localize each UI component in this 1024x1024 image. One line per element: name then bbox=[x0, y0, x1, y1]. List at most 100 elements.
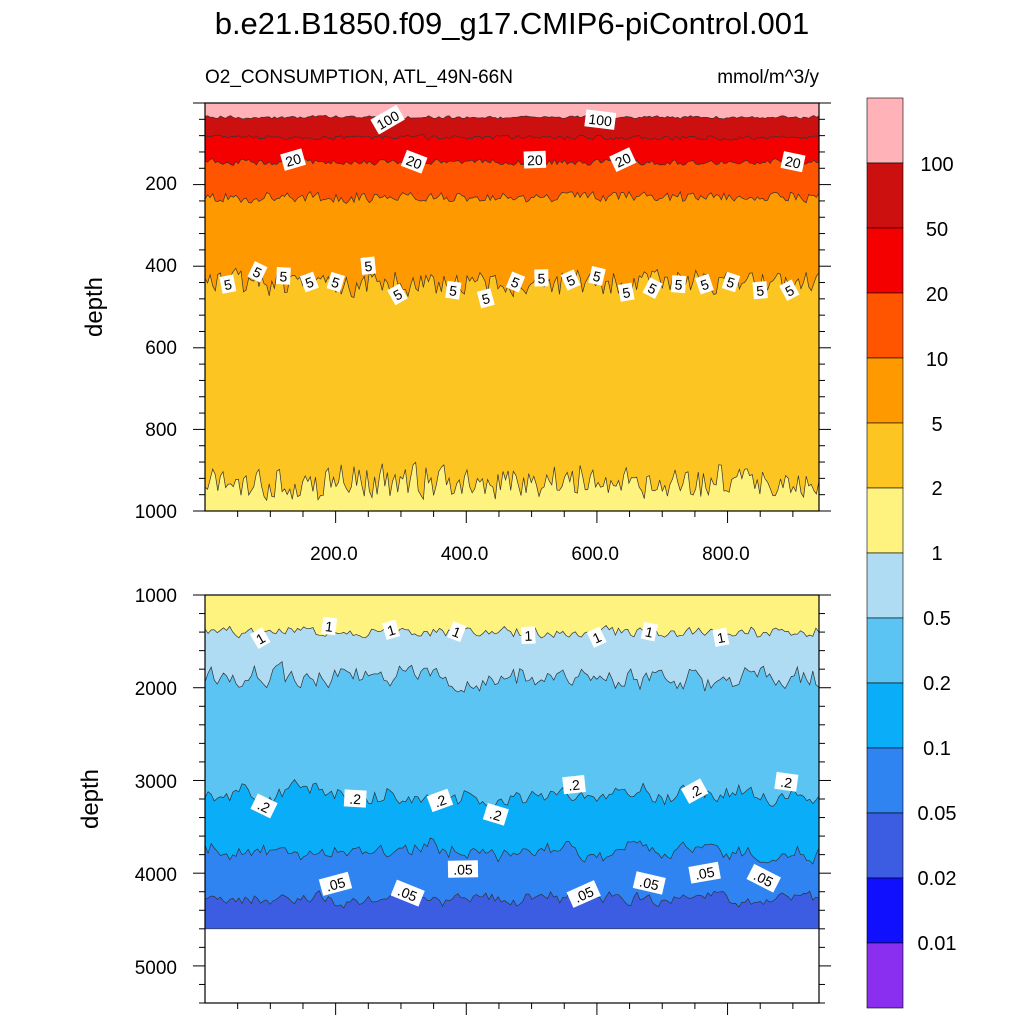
colorbar-swatches bbox=[866, 97, 904, 1009]
contour-line-0.5 bbox=[205, 660, 819, 693]
contour-label: 20 bbox=[780, 151, 806, 173]
contour-label-box bbox=[482, 802, 509, 826]
upper-y-axis-label: depth bbox=[81, 277, 108, 337]
contour-label-text: .05 bbox=[751, 867, 776, 890]
contour-label-box bbox=[387, 283, 408, 306]
ocean-floor-mask bbox=[205, 928, 819, 1003]
colorbar-swatch bbox=[866, 552, 904, 619]
contour-label: 5 bbox=[752, 281, 768, 300]
units-label: mmol/m^3/y bbox=[717, 67, 819, 88]
upper-x-tick-labels: 200.0 400.0 600.0 800.0 bbox=[310, 544, 750, 565]
lower-panel: 1 1 1 1 1 1 1 1 .2 .2 .2 .2 .2 .2 .2 .05 .05 .05 .05 .05 .05… bbox=[77, 586, 831, 1015]
contour-label-text: 5 bbox=[621, 284, 632, 301]
colorbar-swatch bbox=[866, 357, 904, 424]
colorbar-label: 0.01 bbox=[918, 933, 957, 955]
colorbar-label: 0.05 bbox=[918, 803, 957, 825]
colorbar: 100 50 20 10 5 2 1 0.5 0.2 0.1 0.05 0.02… bbox=[866, 97, 957, 1009]
contour-label-text: 20 bbox=[784, 153, 803, 172]
contour-label: 100 bbox=[584, 109, 617, 130]
contour-label-box bbox=[712, 627, 730, 647]
contour-label-box bbox=[586, 626, 607, 648]
contour-label-box bbox=[560, 269, 581, 291]
contour-label: .2 bbox=[343, 789, 367, 808]
contour-label-text: 1 bbox=[716, 629, 727, 646]
contour-label-box bbox=[680, 778, 709, 804]
colorbar-swatch bbox=[866, 487, 904, 554]
contour-label: .05 bbox=[447, 860, 479, 878]
contour-label-box bbox=[343, 789, 367, 808]
colorbar-swatch bbox=[866, 812, 904, 879]
contour-label: 5 bbox=[642, 277, 663, 299]
x-tick-label: 400.0 bbox=[441, 544, 489, 565]
colorbar-label: 0.2 bbox=[923, 673, 951, 695]
contour-label-box bbox=[321, 616, 338, 636]
contour-label: 5 bbox=[779, 279, 800, 302]
contour-label: 1 bbox=[586, 626, 607, 648]
contour-label-box bbox=[562, 774, 586, 795]
contour-label: 5 bbox=[219, 274, 237, 294]
colorbar-swatch bbox=[866, 227, 904, 294]
colorbar-label: 20 bbox=[926, 284, 948, 306]
contour-label-text: .2 bbox=[349, 791, 362, 808]
contour-label-text: .2 bbox=[488, 805, 504, 824]
y-tick-label: 1000 bbox=[135, 502, 177, 523]
contour-label-box bbox=[520, 626, 536, 645]
contour-label-box bbox=[609, 147, 637, 172]
contour-label-box bbox=[299, 271, 319, 293]
contour-label-text: .05 bbox=[638, 873, 661, 893]
contour-label-box bbox=[326, 271, 345, 293]
contour-label: 1 bbox=[520, 626, 536, 645]
y-tick-label: 3000 bbox=[135, 772, 177, 793]
colorbar-swatch bbox=[866, 97, 904, 164]
contour-line-0.1 bbox=[205, 837, 819, 865]
variable-label: O2_CONSUMPTION, ATL_49N-66N bbox=[205, 67, 513, 88]
contour-label-text: .05 bbox=[395, 883, 419, 905]
contour-line-50 bbox=[205, 134, 819, 141]
contour-label: 5 bbox=[275, 267, 291, 285]
contour-label-text: .05 bbox=[453, 861, 473, 877]
upper-plot-frame bbox=[204, 102, 820, 512]
contour-label: 5 bbox=[299, 271, 319, 293]
upper-y-tick-labels: 200 400 600 800 1000 bbox=[135, 174, 177, 523]
contour-label-box bbox=[447, 621, 467, 643]
contour-label: 1 bbox=[249, 627, 271, 650]
colorbar-swatch bbox=[866, 162, 904, 229]
contour-label-text: 20 bbox=[284, 150, 304, 170]
contour-label: 5 bbox=[247, 261, 268, 283]
contour-label-box bbox=[779, 279, 800, 302]
contour-label-text: .2 bbox=[432, 791, 449, 810]
contour-label-text: 20 bbox=[527, 152, 543, 169]
y-tick-label: 1000 bbox=[135, 586, 177, 607]
contour-label-box bbox=[780, 151, 806, 173]
contour-band-5 bbox=[205, 268, 819, 511]
contour-label-box bbox=[447, 860, 479, 878]
contour-label-box bbox=[318, 871, 353, 896]
colorbar-swatch bbox=[866, 942, 904, 1009]
contour-label-text: .2 bbox=[567, 777, 580, 794]
y-tick-label: 200 bbox=[145, 174, 177, 195]
colorbar-swatch bbox=[866, 292, 904, 359]
contour-label-text: .05 bbox=[324, 874, 347, 895]
contour-label: 5 bbox=[505, 271, 526, 293]
contour-label-box bbox=[426, 788, 454, 813]
contour-label: .2 bbox=[680, 778, 709, 804]
contour-label-box bbox=[370, 104, 405, 135]
contour-label-text: .2 bbox=[779, 774, 793, 791]
contour-label: 5 bbox=[671, 275, 687, 294]
contour-label-text: 5 bbox=[448, 282, 458, 299]
contour-label-box bbox=[505, 271, 526, 293]
contour-label-text: .05 bbox=[572, 883, 596, 906]
contour-label-text: 5 bbox=[591, 268, 602, 285]
contour-label: 20 bbox=[280, 148, 306, 171]
contour-label-box bbox=[275, 267, 291, 285]
colorbar-swatch bbox=[866, 682, 904, 749]
contour-label: .2 bbox=[482, 802, 509, 826]
contour-label-text: 5 bbox=[223, 276, 234, 293]
contour-label: 5 bbox=[588, 266, 606, 286]
contour-label-box bbox=[381, 619, 401, 640]
colorbar-swatch bbox=[866, 617, 904, 684]
contour-label-box bbox=[752, 281, 768, 300]
contour-label-box bbox=[360, 256, 377, 275]
colorbar-swatch bbox=[866, 877, 904, 944]
